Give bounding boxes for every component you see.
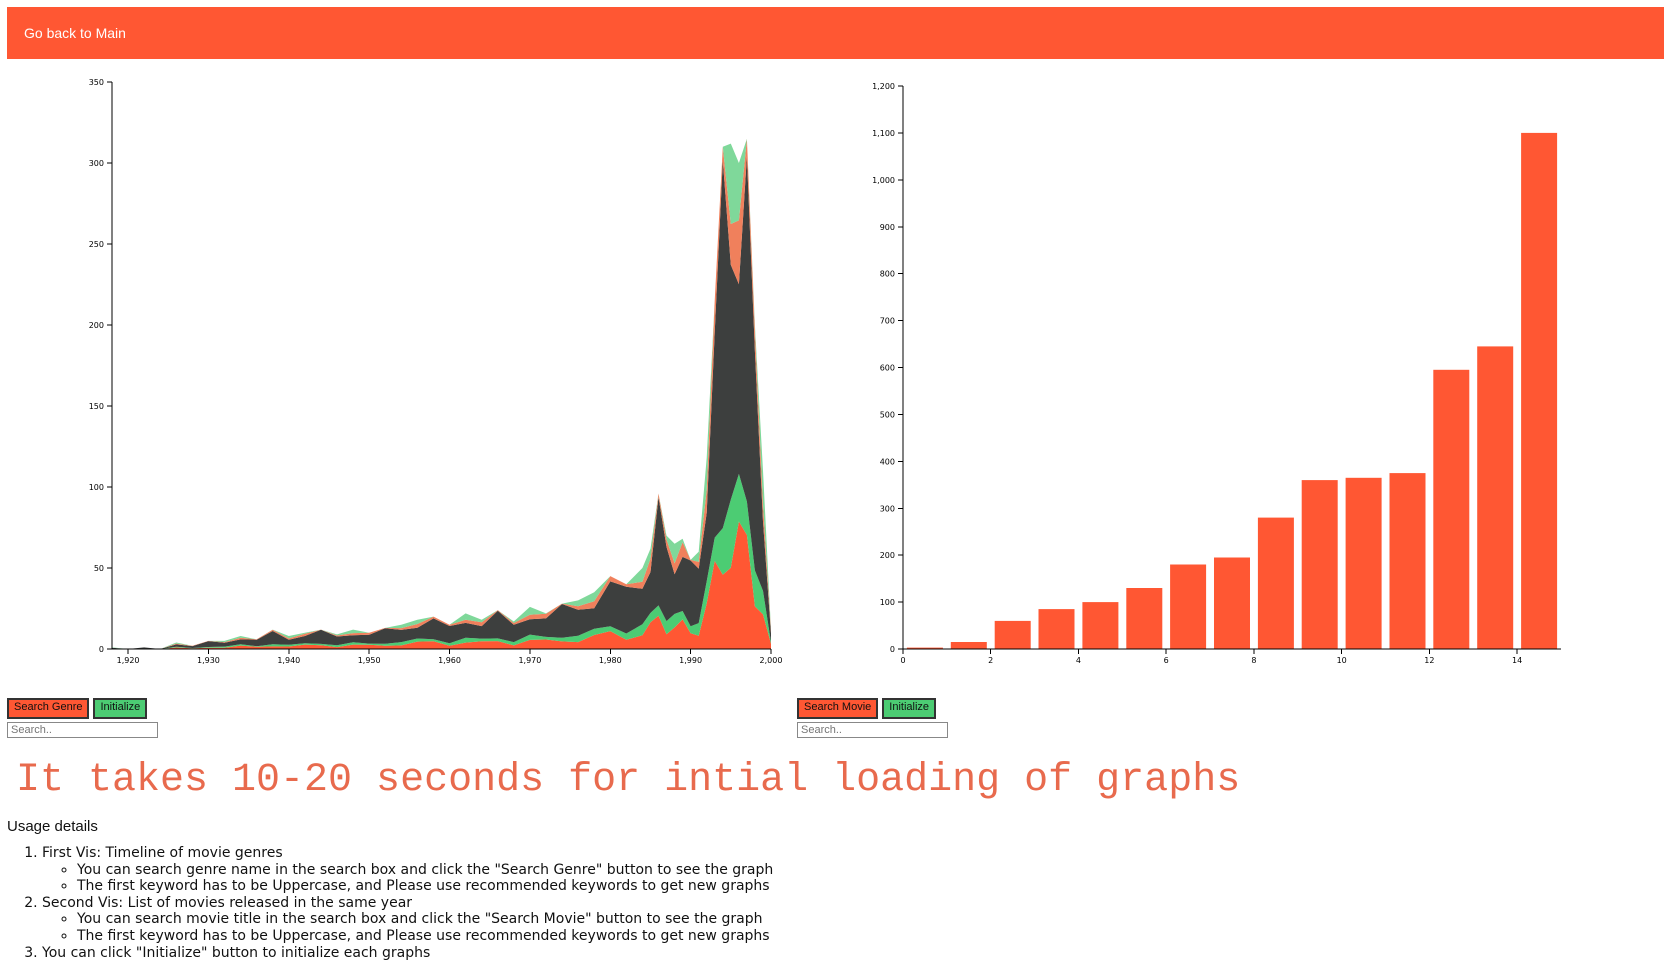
area-y-tick-label: 150 <box>89 402 104 411</box>
bar-y-tick-label: 700 <box>880 317 895 326</box>
area-x-tick-label: 1,980 <box>599 656 622 665</box>
bar-x-tick-label: 2 <box>988 656 993 665</box>
bar <box>906 647 943 649</box>
area-x-tick-label: 1,940 <box>277 656 300 665</box>
area-x-tick-label: 1,920 <box>117 656 140 665</box>
bar <box>1345 477 1382 649</box>
bar <box>994 620 1031 649</box>
area-x-tick-label: 1,950 <box>358 656 381 665</box>
bar-y-tick-label: 200 <box>880 551 895 560</box>
bar-x-tick-label: 0 <box>900 656 905 665</box>
bar-y-tick-label: 1,200 <box>872 82 895 91</box>
usage-item: First Vis: Timeline of movie genres You … <box>42 845 773 895</box>
area-x-tick-label: 1,960 <box>438 656 461 665</box>
bar-x-tick-label: 14 <box>1512 656 1522 665</box>
area-y-tick-label: 300 <box>89 159 104 168</box>
right-controls: Search Movie Initialize <box>797 698 948 738</box>
area-y-tick-label: 250 <box>89 240 104 249</box>
initialize-movie-button[interactable]: Initialize <box>882 698 937 719</box>
usage-item: Second Vis: List of movies released in t… <box>42 895 773 945</box>
area-y-tick-label: 0 <box>99 645 104 654</box>
usage-subitem: The first keyword has to be Uppercase, a… <box>77 928 773 945</box>
bar <box>1433 369 1470 649</box>
bar-y-tick-label: 800 <box>880 270 895 279</box>
area-y-tick-label: 200 <box>89 321 104 330</box>
bar-y-tick-label: 600 <box>880 364 895 373</box>
bar <box>1082 602 1119 649</box>
bar-x-tick-label: 4 <box>1076 656 1081 665</box>
bar-y-tick-label: 100 <box>880 598 895 607</box>
usage-subitem: You can search genre name in the search … <box>77 862 773 879</box>
movie-search-input[interactable] <box>797 722 948 738</box>
bar <box>1477 346 1514 649</box>
bar <box>1126 588 1163 649</box>
usage-subitem: You can search movie title in the search… <box>77 911 773 928</box>
area-x-tick-label: 1,930 <box>197 656 220 665</box>
area-y-tick-label: 50 <box>94 564 104 573</box>
usage-subitem: The first keyword has to be Uppercase, a… <box>77 878 773 895</box>
usage-list: First Vis: Timeline of movie genres You … <box>0 845 773 961</box>
bar <box>950 642 987 649</box>
usage-item: You can click "Initialize" button to ini… <box>42 945 773 962</box>
bar <box>1170 564 1207 649</box>
bar <box>1389 473 1426 649</box>
bar-y-tick-label: 500 <box>880 410 895 419</box>
area-x-tick-label: 1,990 <box>679 656 702 665</box>
area-y-tick-label: 100 <box>89 483 104 492</box>
initialize-genre-button[interactable]: Initialize <box>93 698 148 719</box>
usage-item-text: Second Vis: List of movies released in t… <box>42 894 413 911</box>
usage-item-text: First Vis: Timeline of movie genres <box>42 845 283 861</box>
left-controls: Search Genre Initialize <box>7 698 158 738</box>
search-genre-button[interactable]: Search Genre <box>7 698 90 719</box>
top-nav-bar: Go back to Main <box>7 7 1664 59</box>
bar-x-tick-label: 8 <box>1251 656 1256 665</box>
bar-y-tick-label: 900 <box>880 223 895 232</box>
area-x-tick-label: 1,970 <box>518 656 541 665</box>
loading-notice: It takes 10-20 seconds for intial loadin… <box>16 758 1241 803</box>
bar <box>1257 517 1294 649</box>
bar <box>1301 480 1338 649</box>
bar-y-tick-label: 1,100 <box>872 129 895 138</box>
usage-title: Usage details <box>7 818 98 835</box>
search-movie-button[interactable]: Search Movie <box>797 698 879 719</box>
bar-y-tick-label: 1,000 <box>872 176 895 185</box>
bar-x-tick-label: 12 <box>1424 656 1434 665</box>
bar-y-tick-label: 300 <box>880 504 895 513</box>
area-x-tick-label: 2,000 <box>760 656 783 665</box>
bar <box>1521 132 1558 649</box>
bar-x-tick-label: 10 <box>1337 656 1347 665</box>
back-to-main-link[interactable]: Go back to Main <box>24 25 126 41</box>
bar-x-tick-label: 6 <box>1164 656 1169 665</box>
genre-search-input[interactable] <box>7 722 158 738</box>
bar-y-tick-label: 400 <box>880 457 895 466</box>
area-y-tick-label: 350 <box>89 78 104 87</box>
bar <box>1038 609 1075 649</box>
bar-y-tick-label: 0 <box>890 645 895 654</box>
usage-item-text: You can click "Initialize" button to ini… <box>42 944 431 961</box>
area-series-dark <box>112 156 771 649</box>
bar <box>1214 557 1250 649</box>
area-series-red <box>112 521 771 649</box>
